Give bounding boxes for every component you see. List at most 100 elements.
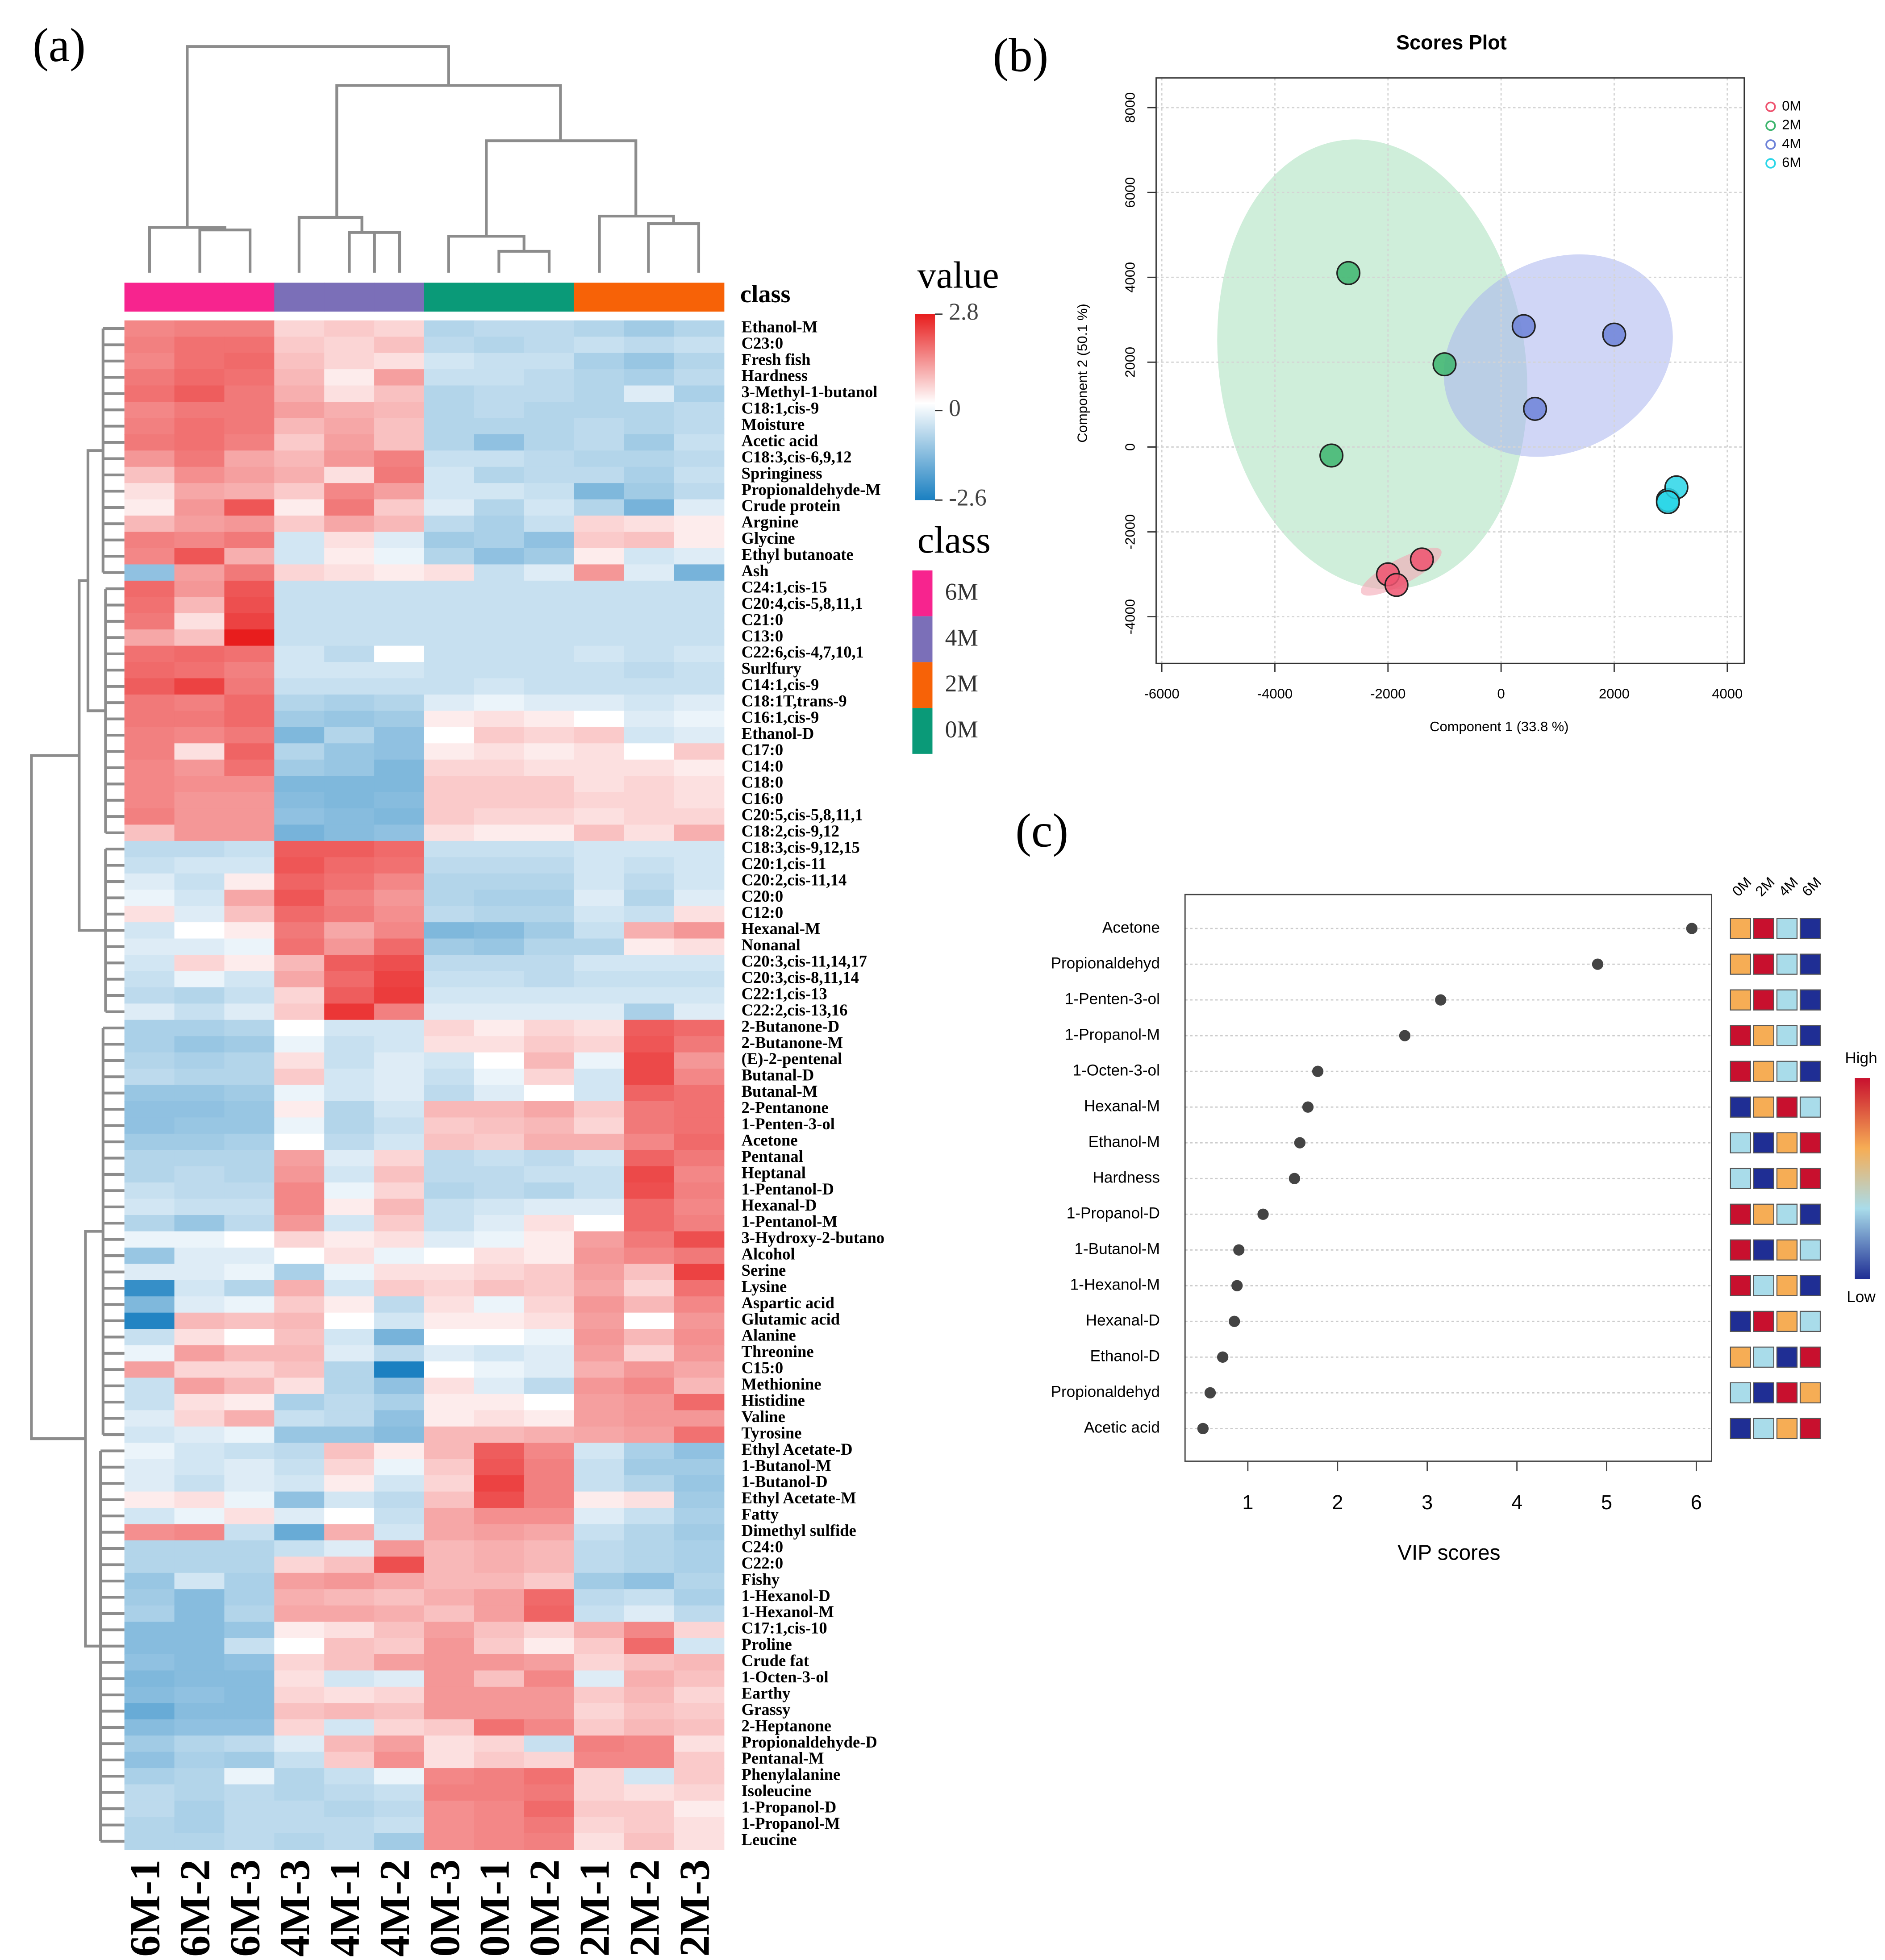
heatmap-cell — [124, 1589, 175, 1606]
dot — [1217, 1351, 1229, 1363]
heatmap-cell — [324, 1426, 375, 1444]
heatmap-cell — [174, 743, 225, 760]
heatmap-cell — [124, 1654, 175, 1671]
heatmap-cell — [124, 1638, 175, 1655]
heatmap-cell — [574, 613, 625, 630]
heatmap-cell — [574, 1686, 625, 1704]
heatmap-cell — [324, 1589, 375, 1606]
heatmap-cell — [124, 1329, 175, 1346]
heatmap-cell — [424, 1735, 475, 1752]
heatmap-cell — [224, 1540, 275, 1557]
heatmap-cell — [274, 1638, 325, 1655]
heatmap-cell — [574, 1654, 625, 1671]
heatmap-cell — [374, 1654, 425, 1671]
heatmap-cell — [374, 1540, 425, 1557]
heatmap-cell — [674, 1686, 725, 1704]
heatmap-cell — [474, 434, 525, 451]
heatmap-cell — [424, 824, 475, 842]
heatmap-cell — [224, 1475, 275, 1492]
heatmap-cell — [174, 857, 225, 874]
heatmap-cell — [574, 1312, 625, 1330]
heatmap-cell — [274, 1377, 325, 1395]
heatmap-cell — [224, 1085, 275, 1102]
heatmap-cell — [524, 1670, 575, 1687]
level-square — [1776, 1061, 1798, 1082]
heatmap-cell — [274, 776, 325, 793]
heatmap-cell — [324, 580, 375, 598]
heatmap-cell — [424, 1817, 475, 1834]
heatmap-cell — [524, 1020, 575, 1037]
heatmap-cell — [524, 694, 575, 712]
heatmap-cell — [424, 1589, 475, 1606]
heatmap-cell — [474, 1686, 525, 1704]
point — [1511, 314, 1536, 338]
point — [1602, 322, 1626, 347]
heatmap-cell — [124, 1003, 175, 1020]
heatmap-cell — [474, 1215, 525, 1232]
heatmap-cell — [124, 1507, 175, 1525]
class-legend-swatch — [912, 616, 933, 662]
row-label: C18:3,cis-6,9,12 — [742, 448, 852, 466]
heatmap-cell — [374, 1215, 425, 1232]
heatmap-cell — [274, 369, 325, 386]
heatmap-cell — [224, 597, 275, 614]
heatmap-cell — [374, 1833, 425, 1850]
heatmap-cell — [424, 402, 475, 419]
heatmap-cell — [274, 450, 325, 467]
heatmap-cell — [274, 1524, 325, 1541]
y-tick-label: 1-Octen-3-ol — [1072, 1061, 1159, 1079]
heatmap-cell — [424, 1719, 475, 1736]
row-label: Butanal-M — [742, 1082, 818, 1100]
heatmap-cell — [424, 597, 475, 614]
heatmap-cell — [374, 1719, 425, 1736]
heatmap-cell — [574, 711, 625, 728]
row-label: (E)-2-pentenal — [742, 1049, 842, 1068]
heatmap-cell — [674, 1426, 725, 1444]
class-legend-swatch — [912, 570, 933, 616]
class-legend-label: 6M — [945, 578, 978, 605]
heatmap-cell — [374, 938, 425, 956]
heatmap-cell — [624, 1312, 675, 1330]
point — [1336, 261, 1361, 285]
heatmap-cell — [524, 1491, 575, 1509]
heatmap-cell — [124, 873, 175, 891]
x-tick-label: 5 — [1601, 1491, 1612, 1514]
class-legend-label: 2M — [945, 670, 978, 697]
heatmap-cell — [124, 580, 175, 598]
heatmap-cell — [574, 906, 625, 923]
heatmap-cell — [374, 678, 425, 695]
heatmap-cell — [124, 1264, 175, 1281]
heatmap-cell — [424, 922, 475, 939]
heatmap-cell — [124, 1817, 175, 1834]
row-label: 2-Butanone-M — [742, 1033, 843, 1052]
heatmap-cell — [174, 1638, 225, 1655]
heatmap-cell — [474, 466, 525, 484]
heatmap-cell — [474, 1085, 525, 1102]
heatmap-cell — [174, 971, 225, 988]
heatmap-cell — [124, 1605, 175, 1623]
y-tick-label: 1-Propanol-D — [1067, 1205, 1160, 1222]
heatmap-cell — [124, 369, 175, 386]
heatmap-cell — [124, 971, 175, 988]
x-tick-label: 4 — [1511, 1491, 1522, 1514]
y-tick-label: 8000 — [1122, 92, 1138, 123]
heatmap-cell — [474, 369, 525, 386]
heatmap-cell — [624, 1605, 675, 1623]
heatmap-cell — [174, 1491, 225, 1509]
heatmap-cell — [174, 1329, 225, 1346]
heatmap-cell — [174, 645, 225, 663]
y-tick-label: 0 — [1122, 443, 1138, 451]
row-dendrogram — [30, 327, 125, 1843]
heatmap-cell — [324, 1410, 375, 1427]
row-label: C16:0 — [742, 789, 783, 807]
heatmap-cell — [524, 1589, 575, 1606]
heatmap-cell — [624, 792, 675, 809]
heatmap-cell — [324, 1101, 375, 1118]
y-tick-label: Hexanal-M — [1084, 1098, 1160, 1115]
heatmap-cell — [424, 1117, 475, 1134]
heatmap-cell — [524, 499, 575, 516]
heatmap-cell — [574, 1459, 625, 1476]
level-square — [1776, 1025, 1798, 1046]
row-label: C22:1,cis-13 — [742, 984, 827, 1003]
heatmap-cell — [424, 938, 475, 956]
